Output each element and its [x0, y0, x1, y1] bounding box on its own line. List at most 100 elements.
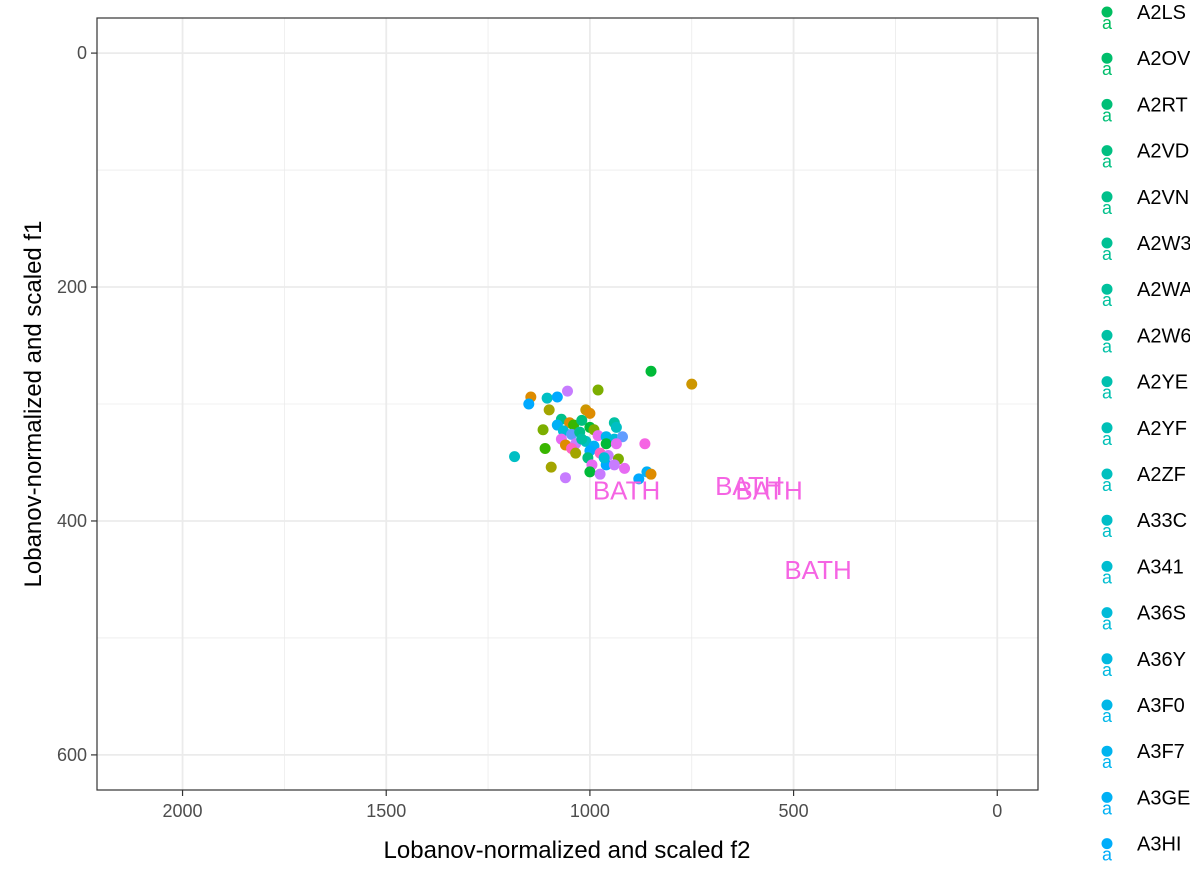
legend-text-key: a: [1102, 475, 1113, 495]
legend-label: A2VD: [1137, 141, 1189, 163]
legend-item: a A2W6: [1101, 325, 1190, 356]
legend-point-key: [1101, 422, 1113, 434]
legend-text-key: a: [1102, 105, 1113, 125]
legend-label: A3F7: [1137, 741, 1185, 763]
data-point: [610, 421, 622, 433]
legend-point-key: [1101, 699, 1113, 711]
legend-item: a A2YF: [1101, 418, 1187, 449]
legend-point-key: [1101, 514, 1113, 526]
legend-label: A2RT: [1137, 94, 1188, 116]
legend-item: a A36Y: [1101, 649, 1186, 680]
legend-point-key: [1101, 145, 1113, 157]
grid-major: [97, 18, 1038, 790]
legend-item: a A36S: [1101, 603, 1186, 634]
legend-item: a A3F7: [1101, 741, 1185, 772]
legend-text-key: a: [1102, 752, 1113, 772]
data-point: [645, 468, 657, 480]
data-point: [633, 473, 645, 485]
y-tick-label: 400: [57, 511, 87, 531]
point-text-label: BATH: [735, 476, 802, 506]
legend-item: a A2VD: [1101, 141, 1189, 172]
data-point: [570, 447, 582, 459]
x-tick-label: 1000: [570, 801, 610, 821]
legend-label: A2YF: [1137, 418, 1187, 440]
legend-label: A2YE: [1137, 372, 1188, 394]
grid-minor: [97, 18, 1038, 790]
data-point: [592, 430, 604, 442]
legend-text-key: a: [1102, 798, 1113, 818]
data-point: [545, 461, 557, 473]
data-point: [619, 462, 631, 474]
legend-label: A3F0: [1137, 695, 1185, 717]
data-point: [592, 384, 604, 396]
legend-item: a A2OV: [1101, 48, 1190, 79]
legend-text-key: a: [1102, 845, 1113, 865]
legend-text-key: a: [1102, 706, 1113, 726]
legend: a A2LS a A2OV a A2RT a A2VD a A2VN a A2W3 a A2WA a A2W6…: [1101, 2, 1190, 865]
data-point: [509, 451, 521, 463]
legend-label: A3GE: [1137, 787, 1190, 809]
data-point: [645, 365, 657, 377]
data-point: [562, 385, 573, 397]
legend-label: A2LS: [1137, 2, 1186, 24]
legend-item: a A2YE: [1101, 372, 1188, 403]
y-axis-ticks: 0 200 400 600: [57, 43, 97, 765]
legend-text-key: a: [1102, 660, 1113, 680]
legend-label: A341: [1137, 556, 1184, 578]
legend-item: a A2ZF: [1101, 464, 1186, 495]
data-point: [639, 438, 651, 450]
data-point: [610, 438, 622, 450]
data-points: [509, 365, 698, 485]
legend-text-key: a: [1102, 429, 1113, 449]
legend-label: A2OV: [1137, 48, 1190, 70]
legend-label: A36Y: [1137, 649, 1186, 671]
legend-text-key: a: [1102, 13, 1113, 33]
point-text-label: BATH: [593, 476, 660, 506]
data-point: [523, 398, 535, 410]
legend-item: a A2VN: [1101, 187, 1189, 218]
x-axis-title: Lobanov-normalized and scaled f2: [384, 837, 751, 864]
data-point: [584, 466, 596, 478]
x-tick-label: 0: [992, 801, 1002, 821]
data-point: [598, 452, 610, 464]
x-tick-label: 500: [779, 801, 809, 821]
x-tick-label: 2000: [163, 801, 203, 821]
legend-text-key: a: [1102, 152, 1113, 172]
legend-text-key: a: [1102, 567, 1113, 587]
legend-item: a A33C: [1101, 510, 1187, 541]
legend-point-key: [1101, 838, 1113, 850]
legend-point-key: [1101, 607, 1113, 619]
legend-label: A3HI: [1137, 834, 1181, 856]
y-tick-label: 200: [57, 277, 87, 297]
legend-point-key: [1101, 283, 1113, 295]
data-point: [537, 424, 549, 436]
legend-point-key: [1101, 376, 1113, 388]
x-tick-label: 1500: [366, 801, 406, 821]
legend-text-key: a: [1102, 336, 1113, 356]
data-point: [608, 459, 620, 471]
legend-point-key: [1101, 191, 1113, 203]
x-axis-ticks: 2000 1500 1000 500 0: [163, 790, 1002, 821]
legend-text-key: a: [1102, 244, 1113, 264]
legend-text-key: a: [1102, 290, 1113, 310]
data-point: [584, 407, 596, 419]
legend-item: a A2LS: [1101, 2, 1186, 33]
legend-item: a A3F0: [1101, 695, 1185, 726]
legend-point-key: [1101, 745, 1113, 757]
legend-point-key: [1101, 52, 1113, 64]
legend-label: A2WA: [1137, 279, 1190, 301]
data-point: [576, 433, 588, 445]
legend-point-key: [1101, 560, 1113, 572]
data-point: [543, 404, 555, 416]
legend-point-key: [1101, 237, 1113, 249]
y-axis-title: Lobanov-normalized and scaled f1: [20, 221, 47, 588]
legend-point-key: [1101, 468, 1113, 480]
legend-item: a A341: [1101, 556, 1184, 587]
point-text-label: BATH: [715, 471, 782, 501]
legend-label: A2W3: [1137, 233, 1190, 255]
data-point: [559, 472, 571, 484]
legend-item: a A3GE: [1101, 787, 1190, 818]
data-point: [551, 391, 563, 403]
